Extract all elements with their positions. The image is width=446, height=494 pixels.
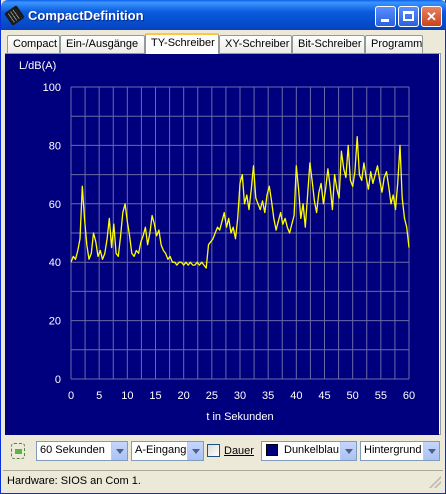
color-value: Dunkelblau xyxy=(284,444,340,456)
color-select[interactable]: Dunkelblau xyxy=(261,441,357,461)
chevron-down-icon[interactable] xyxy=(423,442,439,460)
chevron-down-icon[interactable] xyxy=(340,442,356,460)
color-swatch xyxy=(266,444,278,456)
status-text: Hardware: SIOS an Com 1. xyxy=(7,475,141,487)
toolbar-grip-icon[interactable] xyxy=(11,443,25,459)
x-tick-label: 35 xyxy=(262,390,274,402)
dauer-label-text: Dauer xyxy=(224,445,254,457)
dauer-checkbox[interactable] xyxy=(207,444,220,457)
y-tick-label: 20 xyxy=(49,316,61,328)
x-tick-label: 40 xyxy=(290,390,302,402)
y-axis-label: L/dB(A) xyxy=(19,60,56,72)
dauer-label: Dauer xyxy=(224,445,254,457)
maximize-icon xyxy=(403,11,414,21)
tab-compact[interactable]: Compact xyxy=(7,35,60,53)
x-tick-label: 30 xyxy=(234,390,246,402)
tab-bit-schreiber[interactable]: Bit-Schreiber xyxy=(292,35,365,53)
chart-canvas: 0 20 40 60 80 100 0 5 10 15 20 25 30 35 40 45 50 55 60 L/dB… xyxy=(19,60,415,423)
resize-grip-icon[interactable] xyxy=(429,476,441,488)
y-tick-label: 40 xyxy=(49,257,61,269)
close-icon: ✕ xyxy=(426,9,437,24)
y-tick-label: 60 xyxy=(49,199,61,211)
maximize-button[interactable] xyxy=(398,6,419,27)
x-tick-label: 10 xyxy=(121,390,133,402)
x-tick-label: 50 xyxy=(347,390,359,402)
target-value: Hintergrund xyxy=(364,444,422,456)
x-tick-label: 55 xyxy=(375,390,387,402)
tab-ty-schreiber[interactable]: TY-Schreiber xyxy=(145,33,219,54)
y-tick-label: 80 xyxy=(49,140,61,152)
minimize-button[interactable] xyxy=(375,6,396,27)
chevron-down-icon[interactable] xyxy=(187,442,203,460)
close-button[interactable]: ✕ xyxy=(421,6,442,27)
y-tick-label: 100 xyxy=(43,82,61,94)
tab-programm[interactable]: Programm xyxy=(365,35,423,53)
x-tick-label: 0 xyxy=(68,390,74,402)
minimize-icon xyxy=(381,19,389,22)
x-tick-label: 60 xyxy=(403,390,415,402)
duration-value: 60 Sekunden xyxy=(40,444,105,456)
title-bar[interactable]: CompactDefinition ✕ xyxy=(1,0,446,30)
chip-icon xyxy=(4,5,25,26)
y-tick-label: 0 xyxy=(55,374,61,386)
x-tick-label: 20 xyxy=(178,390,190,402)
tab-ein-ausgaenge[interactable]: Ein-/Ausgänge xyxy=(60,35,145,53)
status-bar: Hardware: SIOS an Com 1. xyxy=(3,470,443,490)
x-tick-label: 5 xyxy=(96,390,102,402)
input-value: A-Eingang xyxy=(135,444,187,456)
duration-select[interactable]: 60 Sekunden xyxy=(36,441,128,461)
input-select[interactable]: A-Eingang xyxy=(131,441,204,461)
target-select[interactable]: Hintergrund xyxy=(360,441,440,461)
tab-xy-schreiber[interactable]: XY-Schreiber xyxy=(219,35,292,53)
x-tick-label: 45 xyxy=(318,390,330,402)
x-axis-label: t in Sekunden xyxy=(206,411,273,423)
ty-chart: 0 20 40 60 80 100 0 5 10 15 20 25 30 35 40 45 50 55 60 L/dB… xyxy=(5,54,439,435)
window-title: CompactDefinition xyxy=(28,8,144,23)
x-tick-label: 15 xyxy=(149,390,161,402)
series-line xyxy=(70,135,410,269)
chevron-down-icon[interactable] xyxy=(111,442,127,460)
x-tick-label: 25 xyxy=(206,390,218,402)
